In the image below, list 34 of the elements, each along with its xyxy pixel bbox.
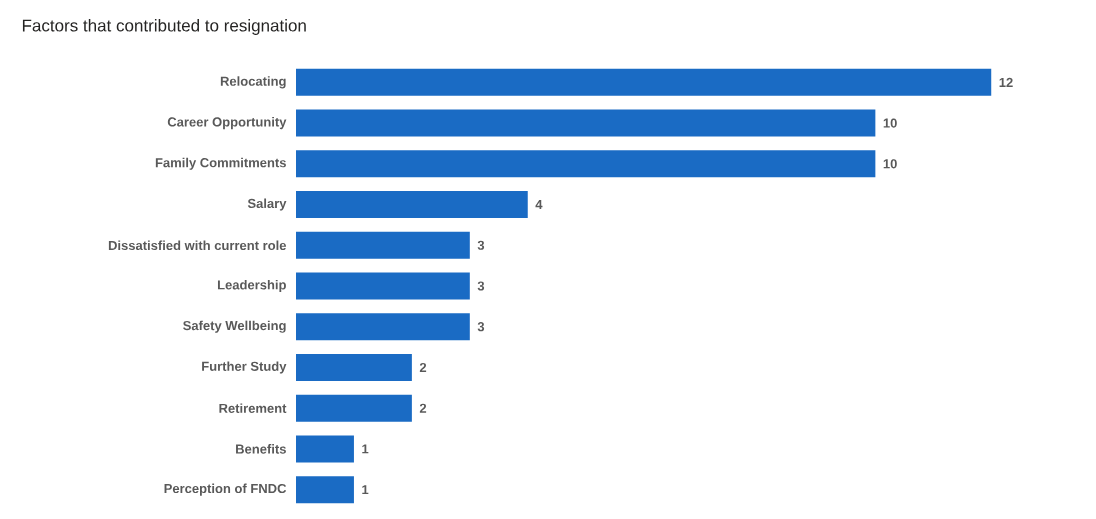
data-label: 12 <box>999 77 1013 87</box>
bar <box>296 272 470 300</box>
bar <box>296 313 470 341</box>
data-label: 3 <box>477 281 485 291</box>
data-label: 1 <box>362 485 369 495</box>
y-tick-label: Retirement <box>219 403 287 413</box>
data-label: 1 <box>362 444 369 454</box>
data-label: 2 <box>419 403 427 413</box>
bar <box>296 231 470 259</box>
y-tick-label: Safety Wellbeing <box>183 320 286 333</box>
bar <box>296 109 876 137</box>
bar <box>296 394 412 422</box>
y-tick-label: Relocating <box>220 76 286 89</box>
bar <box>296 150 876 178</box>
y-tick-label: Benefits <box>236 444 286 454</box>
bar <box>296 68 992 96</box>
data-label: 10 <box>883 118 897 128</box>
data-label: 10 <box>883 159 897 169</box>
bar <box>296 476 354 504</box>
bar <box>296 191 528 219</box>
data-label: 2 <box>419 362 427 372</box>
y-tick-label: Salary <box>247 198 287 211</box>
y-tick-label: Leadership <box>217 279 286 293</box>
y-tick-label: Dissatisfied with current role <box>108 240 287 251</box>
bar <box>296 435 354 463</box>
data-label: 3 <box>477 240 485 250</box>
data-label: 3 <box>477 322 485 332</box>
y-tick-label: Family Commitments <box>155 157 286 170</box>
y-tick-label: Further Study <box>202 361 287 374</box>
y-tick-label: Perception of FNDC <box>164 483 287 496</box>
bar <box>296 353 412 381</box>
y-tick-label: Career Opportunity <box>167 117 287 130</box>
chart-title: Factors that contributed to resignation <box>22 19 306 35</box>
data-label: 4 <box>535 200 543 210</box>
